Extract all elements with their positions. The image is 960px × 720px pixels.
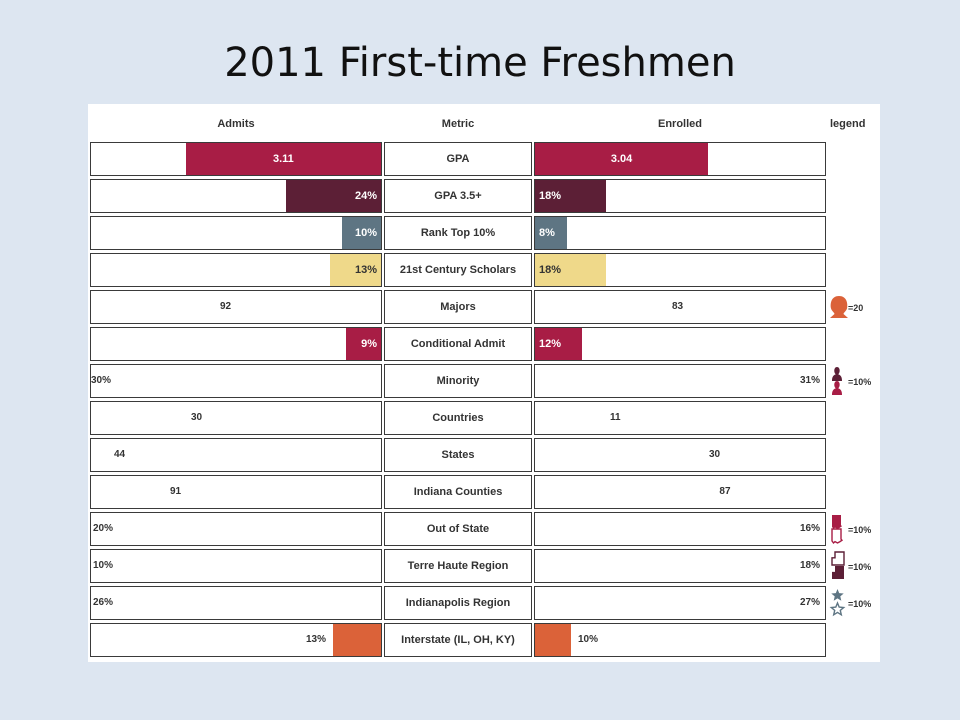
admits-value-states: 44 — [114, 449, 126, 460]
admits-header: Admits — [217, 118, 255, 130]
metric-label-states: States — [384, 438, 532, 472]
enrolled-cell-states — [534, 438, 826, 472]
legend-label: =20 — [848, 303, 864, 313]
admits-bar-rank-top-10: 10% — [341, 217, 381, 249]
admits-cell-states — [90, 438, 382, 472]
enrolled-cell-conditional-admit — [534, 327, 826, 361]
enrolled-cell-out-of-state — [534, 512, 826, 546]
slide-title: 2011 First-time Freshmen — [224, 40, 736, 86]
admits-bar-gpa-3-5: 24% — [286, 180, 381, 212]
enrolled-value-countries: 11 — [610, 412, 621, 423]
metric-label-gpa-3-5: GPA 3.5+ — [384, 179, 532, 213]
legend-label: =10% — [848, 525, 872, 535]
admits-bar-interstate-il-oh-ky — [333, 624, 381, 656]
enrolled-value-indiana-counties: 87 — [719, 486, 731, 497]
legend-indiana-state-icon — [832, 515, 842, 529]
metric-label-countries: Countries — [384, 401, 532, 435]
admits-value-out-of-state: 20% — [93, 523, 114, 534]
admits-cell-terre-haute-region — [90, 549, 382, 583]
enrolled-cell-indianapolis-region — [534, 586, 826, 620]
admits-bar-21st-century-scholars: 13% — [329, 254, 381, 286]
admits-cell-indianapolis-region — [90, 586, 382, 620]
enrolled-value-interstate-il-oh-ky: 10% — [578, 634, 599, 645]
admits-cell-conditional-admit — [90, 327, 382, 361]
legend-person-icon — [832, 381, 842, 395]
infographic: Admits Metric Enrolled legend GPA 3.11 3.0… — [88, 104, 880, 662]
admits-bar-gpa: 3.11 — [185, 143, 381, 175]
legend-county-icon — [832, 566, 844, 579]
enrolled-cell-interstate-il-oh-ky — [534, 623, 826, 657]
admits-cell-indiana-counties — [90, 475, 382, 509]
enrolled-bar-gpa-3-5: 18% — [535, 180, 606, 212]
admits-cell-countries — [90, 401, 382, 435]
admits-cell-majors — [90, 290, 382, 324]
metric-label-terre-haute-region: Terre Haute Region — [384, 549, 532, 583]
legend-indiana-state-icon — [831, 528, 844, 545]
legend-star-icon — [829, 601, 846, 617]
enrolled-cell-majors — [534, 290, 826, 324]
enrolled-value-indianapolis-region: 27% — [800, 597, 821, 608]
admits-value-indianapolis-region: 26% — [93, 597, 114, 608]
metric-label-out-of-state: Out of State — [384, 512, 532, 546]
legend-person-icon — [832, 367, 842, 381]
enrolled-value-majors: 83 — [672, 301, 684, 312]
metric-header: Metric — [441, 118, 475, 130]
admits-cell-rank-top-10 — [90, 216, 382, 250]
admits-cell-minority — [90, 364, 382, 398]
legend-label: =10% — [848, 599, 872, 609]
admits-value-majors: 92 — [220, 301, 232, 312]
metric-label-rank-top-10: Rank Top 10% — [384, 216, 532, 250]
legend-label: =10% — [848, 562, 872, 572]
admits-value-interstate-il-oh-ky: 13% — [306, 634, 327, 645]
admits-value-indiana-counties: 91 — [170, 486, 182, 497]
enrolled-value-terre-haute-region: 18% — [800, 560, 821, 571]
metric-label-interstate-il-oh-ky: Interstate (IL, OH, KY) — [384, 623, 532, 657]
metric-label-indiana-counties: Indiana Counties — [384, 475, 532, 509]
enrolled-value-minority: 31% — [800, 375, 821, 386]
enrolled-cell-countries — [534, 401, 826, 435]
metric-label-21st-century-scholars: 21st Century Scholars — [384, 253, 532, 287]
metric-label-minority: Minority — [384, 364, 532, 398]
enrolled-cell-rank-top-10 — [534, 216, 826, 250]
admits-value-terre-haute-region: 10% — [93, 560, 114, 571]
metric-label-conditional-admit: Conditional Admit — [384, 327, 532, 361]
enrolled-header: Enrolled — [657, 118, 702, 130]
metric-label-majors: Majors — [384, 290, 532, 324]
enrolled-value-states: 30 — [709, 449, 721, 460]
legend-title: legend — [830, 118, 866, 130]
legend-star-icon — [831, 589, 844, 601]
legend-county-icon — [831, 551, 845, 566]
legend-label: =10% — [848, 377, 872, 387]
enrolled-bar-rank-top-10: 8% — [535, 217, 567, 249]
enrolled-bar-conditional-admit: 12% — [535, 328, 583, 360]
enrolled-cell-indiana-counties — [534, 475, 826, 509]
admits-bar-conditional-admit: 9% — [345, 328, 381, 360]
enrolled-bar-21st-century-scholars: 18% — [535, 254, 606, 286]
admits-cell-out-of-state — [90, 512, 382, 546]
enrolled-cell-terre-haute-region — [534, 549, 826, 583]
legend-head-icon — [830, 296, 848, 318]
enrolled-cell-minority — [534, 364, 826, 398]
enrolled-bar-gpa: 3.04 — [535, 143, 709, 175]
admits-value-minority: 30% — [91, 375, 112, 386]
metric-label-gpa: GPA — [384, 142, 532, 176]
admits-value-countries: 30 — [191, 412, 203, 423]
enrolled-value-out-of-state: 16% — [800, 523, 821, 534]
metric-label-indianapolis-region: Indianapolis Region — [384, 586, 532, 620]
enrolled-bar-interstate-il-oh-ky — [535, 624, 571, 656]
